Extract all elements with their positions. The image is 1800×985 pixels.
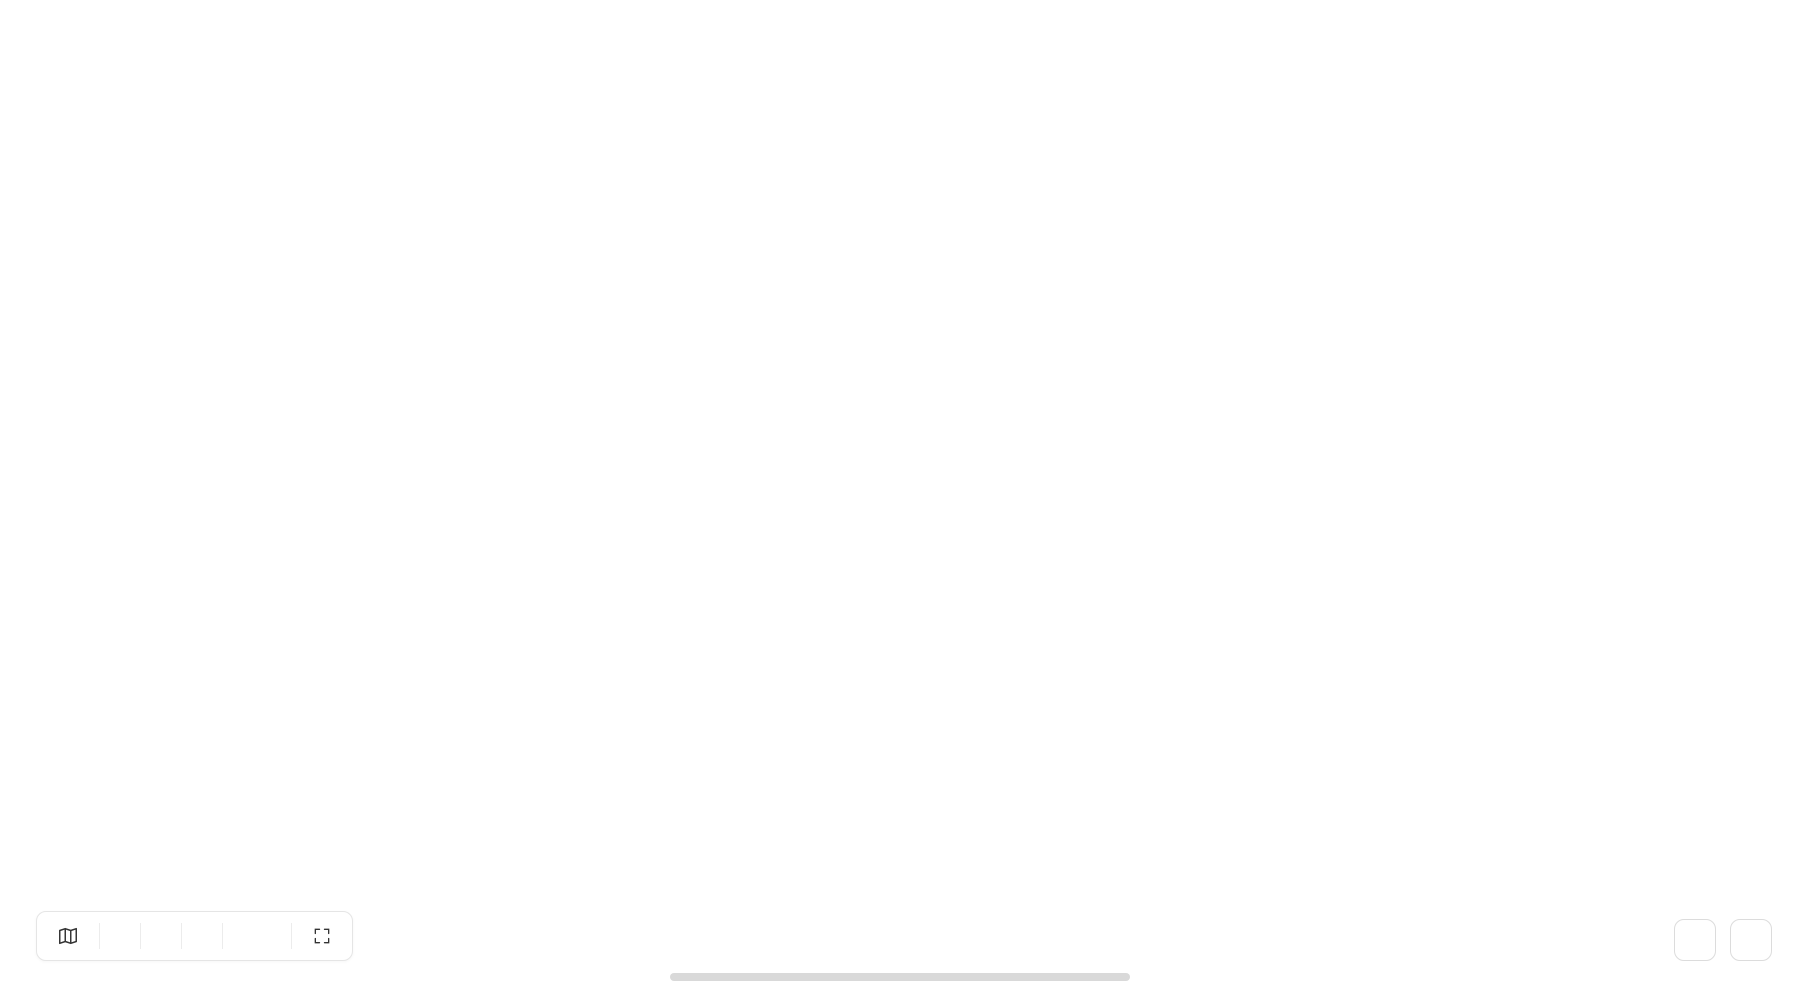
toolbar-separator: [222, 923, 223, 949]
corner-buttons: [1674, 919, 1772, 961]
fn-button[interactable]: [1674, 919, 1716, 961]
mindmap-canvas[interactable]: [0, 0, 1800, 985]
connectors-svg: [0, 0, 1800, 985]
toolbar-separator: [181, 923, 182, 949]
bottom-toolbar: [36, 911, 353, 961]
fullscreen-button[interactable]: [302, 926, 342, 946]
help-button[interactable]: [1730, 919, 1772, 961]
fullscreen-icon: [312, 926, 332, 946]
logo-icon: [243, 927, 271, 945]
map-icon: [57, 925, 79, 947]
toolbar-separator: [140, 923, 141, 949]
horizontal-scrollbar[interactable]: [670, 973, 1130, 981]
outline-button[interactable]: [47, 925, 89, 947]
toolbar-separator: [99, 923, 100, 949]
toolbar-separator: [291, 923, 292, 949]
brand-logo[interactable]: [233, 927, 281, 945]
